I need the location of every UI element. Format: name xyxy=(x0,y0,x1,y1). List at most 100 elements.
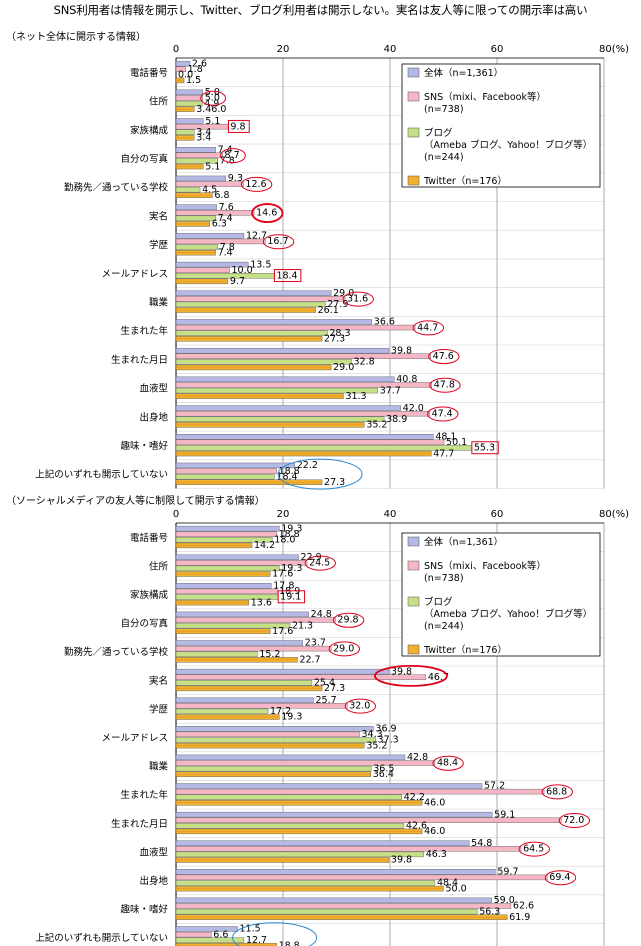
chart2-highlight-ellipse xyxy=(332,612,365,628)
chart2-category-label: 実名 xyxy=(149,675,168,687)
chart1-data-label: 26.1 xyxy=(318,305,339,316)
chart1-legend-label: 全体（n=1,361） xyxy=(424,67,503,79)
chart2-bar-all xyxy=(175,525,280,532)
chart-title: SNS利用者は情報を開示し、Twitter、ブログ利用者は開示しない。実名は友人… xyxy=(53,3,588,17)
chart1-bar-blog xyxy=(175,129,195,135)
chart1-data-label: 6.8 xyxy=(214,190,229,201)
chart1-x-tick-label: 80(%) xyxy=(599,44,629,55)
chart2-data-label: 29.0 xyxy=(333,643,354,654)
chart2-bar-blog xyxy=(175,851,424,858)
chart1-bar-sns xyxy=(175,95,203,101)
chart2-data-label: 15.2 xyxy=(259,649,280,660)
chart2-highlight-ellipse xyxy=(328,641,361,657)
chart1-bar-texture xyxy=(176,108,195,110)
chart1-bar-all xyxy=(175,290,332,296)
chart2-bar-blog xyxy=(175,823,405,829)
chart1-data-label: 5.1 xyxy=(205,116,220,127)
chart2-data-label: 48.4 xyxy=(437,758,458,769)
chart2-highlight-ellipse xyxy=(344,698,377,714)
chart1-data-label: 36.6 xyxy=(374,317,395,328)
chart1-bar-sns xyxy=(175,181,244,187)
chart2-legend-label: SNS（mixi、Facebook等） xyxy=(424,560,546,572)
chart2-bar-texture xyxy=(176,602,249,603)
chart2-category-label: 家族構成 xyxy=(130,589,169,601)
chart1-legend-label: Twitter（n=176） xyxy=(423,175,507,187)
chart1-data-label: 27.9 xyxy=(327,299,348,310)
chart1-bar-texture xyxy=(176,338,323,340)
chart2-bar-sns xyxy=(175,645,332,652)
chart2-bar-texture xyxy=(176,573,271,575)
chart2-category-label: 上記のいずれも開示していない xyxy=(35,932,168,944)
chart2-data-label: 17.2 xyxy=(270,706,291,717)
chart2-category-label: 生まれた月日 xyxy=(111,818,168,830)
chart2-category-label: メールアドレス xyxy=(101,733,168,744)
chart1-highlight-box xyxy=(273,269,302,283)
chart2-category-label: 自分の写真 xyxy=(120,618,168,630)
chart2-data-label: 24.8 xyxy=(311,609,332,620)
chart2-bar-blog xyxy=(175,937,245,943)
chart1-data-label: 8.7 xyxy=(225,150,240,161)
chart2-data-label: 22.7 xyxy=(299,655,320,666)
chart2-bar-sns xyxy=(175,874,548,881)
chart2-legend-label: 全体（n=1,361） xyxy=(424,536,503,548)
chart1-data-label: 7.4 xyxy=(218,213,233,224)
chart2-data-label: 35.2 xyxy=(366,740,387,751)
chart1-category-label: 家族構成 xyxy=(130,124,169,136)
chart2-data-label: 46.3 xyxy=(426,849,447,860)
chart1-data-label: 28.3 xyxy=(329,328,350,339)
chart2-legend-swatch-all xyxy=(407,536,420,547)
chart1-bar-blog xyxy=(175,445,473,451)
chart1-category-label: 自分の写真 xyxy=(120,153,168,165)
chart1-data-label: 12.7 xyxy=(246,231,267,242)
chart2-data-label: 69.4 xyxy=(549,872,570,883)
chart1-data-label: 38.9 xyxy=(386,414,407,425)
chart1-bar-texture xyxy=(176,309,316,311)
chart2-bar-sns xyxy=(175,588,278,595)
chart2-data-label: 59.1 xyxy=(494,809,515,820)
chart1-highlight-box xyxy=(227,119,250,133)
chart1-bar-all xyxy=(175,405,401,411)
chart1-data-label: 32.8 xyxy=(353,357,374,368)
chart2-data-label: 50.0 xyxy=(446,883,467,894)
chart2-bar-texture xyxy=(176,802,423,804)
chart2-bar-texture xyxy=(176,831,423,832)
chart1-bar-blog xyxy=(175,158,218,164)
chart2-highlight-ellipse xyxy=(232,922,318,946)
chart2-data-label: 11.5 xyxy=(240,924,261,935)
chart2-x-tick-label: 20 xyxy=(277,509,290,520)
chart1-bar-blog xyxy=(175,215,216,222)
chart1-bar-sns xyxy=(175,468,277,474)
chart2-category-label: 住所 xyxy=(149,560,169,572)
chart2-data-label: 12.7 xyxy=(246,935,267,946)
chart2-bar-texture xyxy=(176,659,298,661)
chart1-legend-label: （Ameba ブログ、Yahoo！ブログ等） xyxy=(424,139,592,151)
chart1-data-label: 1.5 xyxy=(186,75,201,86)
chart1-bar-texture xyxy=(176,223,210,225)
chart1-data-label: 27.3 xyxy=(324,333,345,344)
chart1-data-label: 13.5 xyxy=(250,259,271,270)
chart2-bar-blog xyxy=(175,737,376,743)
chart2-bar-all xyxy=(175,754,406,761)
chart2-bar-all xyxy=(175,697,314,703)
chart2-bar-all xyxy=(175,811,493,818)
chart1-data-label: 55.3 xyxy=(474,443,495,454)
chart2-highlight-ellipse xyxy=(304,555,336,571)
chart2-bar-all xyxy=(175,869,496,875)
chart2-highlight-ellipse xyxy=(374,665,448,687)
chart1-data-label: 31.6 xyxy=(347,294,368,305)
chart2-highlight-ellipse xyxy=(558,813,591,828)
chart1-bar-sns xyxy=(175,152,223,159)
chart2-highlight-box xyxy=(277,590,306,604)
chart1-bar-all xyxy=(175,434,434,440)
chart1-legend-swatch-twitter xyxy=(407,175,420,186)
chart1-highlight-ellipse xyxy=(412,320,445,336)
chart2-data-label: 46.7 xyxy=(428,672,449,683)
chart1-bar-all xyxy=(175,204,217,210)
chart2-data-label: 42.6 xyxy=(406,821,427,832)
chart1-bar-blog xyxy=(175,273,275,279)
chart1-data-label: 18.8 xyxy=(279,466,300,477)
chart1-data-label: 6.3 xyxy=(212,219,227,230)
chart1-data-label: 3.4 xyxy=(196,127,211,138)
chart2-data-label: 37.3 xyxy=(378,735,399,746)
